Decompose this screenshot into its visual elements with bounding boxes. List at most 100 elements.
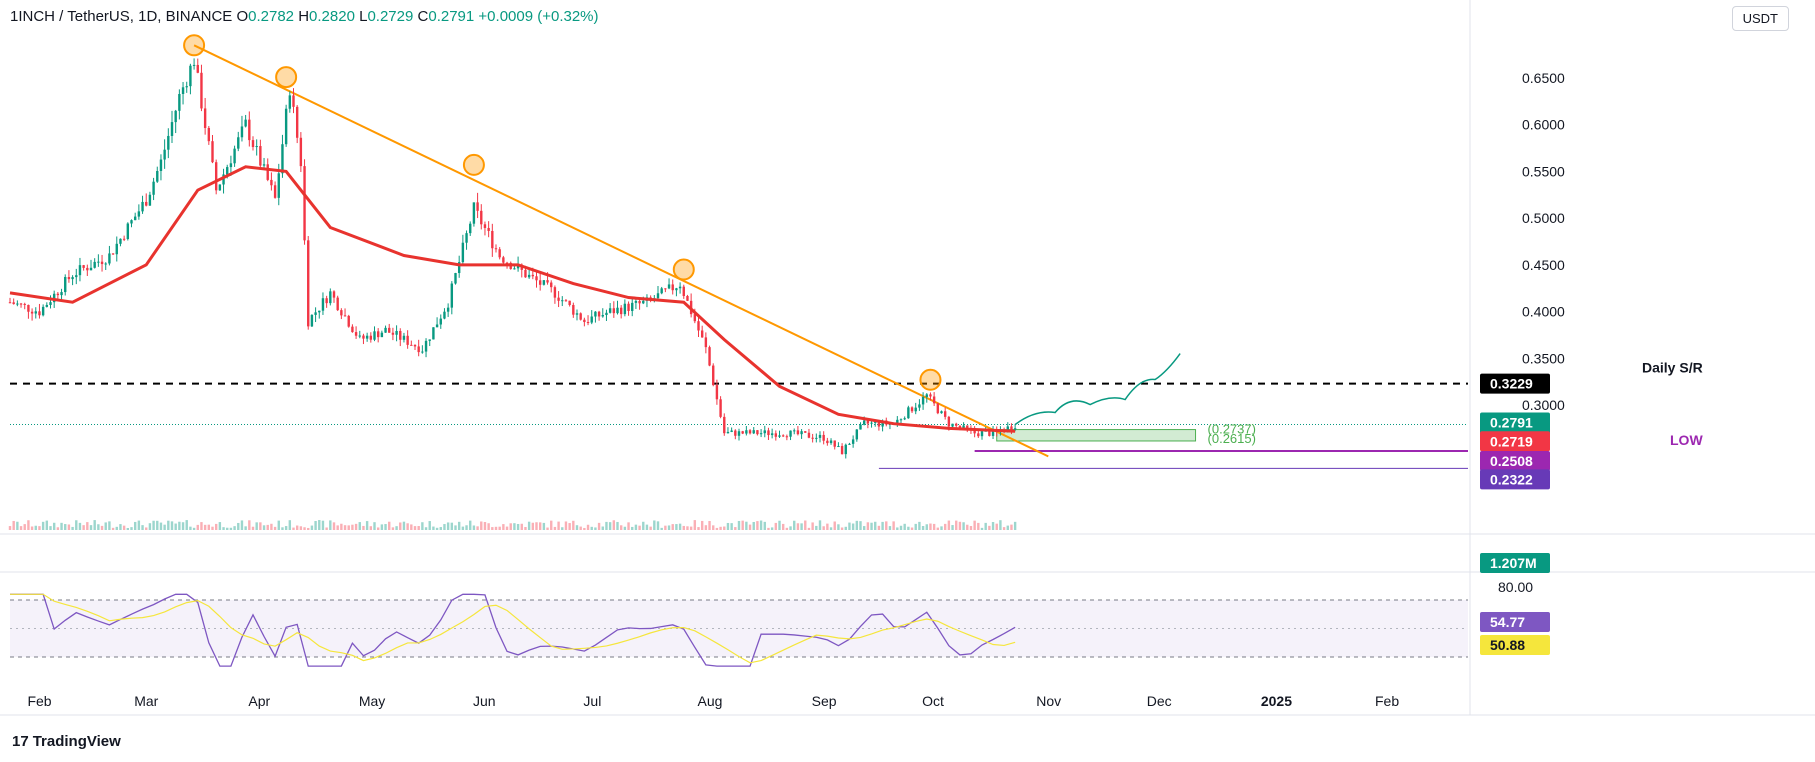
volume-bar (406, 523, 409, 530)
volume-bar (785, 527, 789, 530)
candle-body (38, 311, 41, 316)
candle-body (251, 140, 255, 148)
volume-bar (969, 526, 973, 530)
candle-body (840, 446, 844, 455)
volume-bar (914, 523, 917, 530)
volume-bar (332, 522, 336, 530)
candle-body (907, 407, 910, 419)
volume-bar (237, 522, 240, 530)
volume-bar (137, 520, 141, 530)
price-tag-low: 0.2508 (1490, 453, 1533, 469)
candle-body (859, 424, 862, 430)
candle-body (8, 302, 12, 304)
volume-bar (122, 525, 126, 530)
candle-body (211, 141, 214, 163)
volume-bar (251, 526, 255, 530)
candle-body (71, 277, 74, 280)
candle-body (723, 416, 726, 434)
rsi-value-tag-bg (1480, 612, 1550, 632)
candle-body (667, 284, 671, 289)
volume-bar (266, 524, 269, 530)
volume-bar (203, 524, 207, 530)
volume-bar (748, 524, 752, 530)
candle-body (605, 312, 608, 316)
volume-bar (303, 527, 306, 530)
candle-body (553, 287, 557, 298)
volume-bar (457, 521, 461, 530)
candle-body (299, 137, 303, 167)
candle-body (244, 119, 247, 127)
candle-body (619, 307, 623, 315)
volume-bar (885, 521, 888, 530)
volume-bar (671, 524, 674, 530)
volume-bar (159, 522, 163, 530)
volume-bar (509, 523, 512, 530)
volume-bar (130, 527, 133, 530)
descending-trendline (193, 44, 1049, 458)
candle-body (870, 422, 873, 424)
volume-bar (793, 520, 796, 530)
x-tick-label: Apr (248, 693, 270, 709)
touch-point-marker (919, 368, 942, 391)
candle-body (697, 321, 700, 331)
candle-body (804, 431, 807, 433)
candle-body (531, 274, 535, 277)
currency-button[interactable]: USDT (1731, 6, 1789, 31)
candle-body (167, 135, 170, 150)
candle-body (977, 433, 980, 437)
candle-body (424, 340, 428, 352)
open-label: O (236, 8, 249, 25)
symbol-title[interactable]: 1INCH / TetherUS, 1D, BINANCE (10, 8, 233, 25)
candle-body (380, 332, 384, 338)
candle-body (148, 194, 152, 206)
candle-body (170, 122, 174, 136)
candle-body (369, 335, 373, 340)
volume-bar (273, 526, 277, 530)
volume-bar (100, 525, 104, 530)
volume-bar (49, 526, 52, 530)
candle-body (826, 440, 829, 444)
volume-bar (71, 526, 74, 530)
candle-body (318, 310, 321, 313)
volume-bar (590, 526, 593, 530)
candle-body (237, 137, 240, 149)
tradingview-logo[interactable]: 17 TradingView (12, 733, 121, 750)
volume-bar (734, 527, 737, 530)
candle-body (248, 119, 251, 141)
rsi-ma-value-tag-bg (1480, 635, 1550, 655)
volume-bar (575, 525, 579, 530)
volume-bar (211, 526, 214, 530)
volume-bar (800, 523, 803, 530)
candle-body (78, 265, 82, 276)
x-tick-label: Mar (134, 693, 158, 709)
volume-bar (918, 521, 921, 530)
volume-bar (811, 522, 814, 530)
candle-body (469, 223, 472, 234)
volume-bar (763, 521, 766, 530)
low-label: LOW (1670, 432, 1703, 448)
candle-body (259, 146, 262, 166)
volume-bar (1010, 524, 1013, 530)
volume-bar (940, 526, 943, 530)
volume-bar (682, 525, 685, 530)
volume-bar (299, 526, 303, 530)
candle-body (178, 93, 181, 111)
candle-body (432, 327, 435, 340)
candle-body (82, 265, 85, 268)
volume-bar (892, 521, 895, 530)
candle-body (130, 220, 133, 224)
volume-bar (951, 525, 954, 530)
volume-bar (903, 523, 906, 530)
candle-body (97, 261, 100, 263)
candle-body (586, 322, 590, 324)
candle-body (955, 423, 958, 426)
volume-bar (424, 527, 428, 530)
volume-bar (376, 527, 380, 530)
volume-bar (111, 527, 115, 530)
volume-bar (807, 527, 811, 530)
candle-body (399, 330, 402, 340)
volume-bar (152, 520, 155, 530)
candle-body (163, 149, 166, 160)
candle-body (12, 302, 15, 305)
